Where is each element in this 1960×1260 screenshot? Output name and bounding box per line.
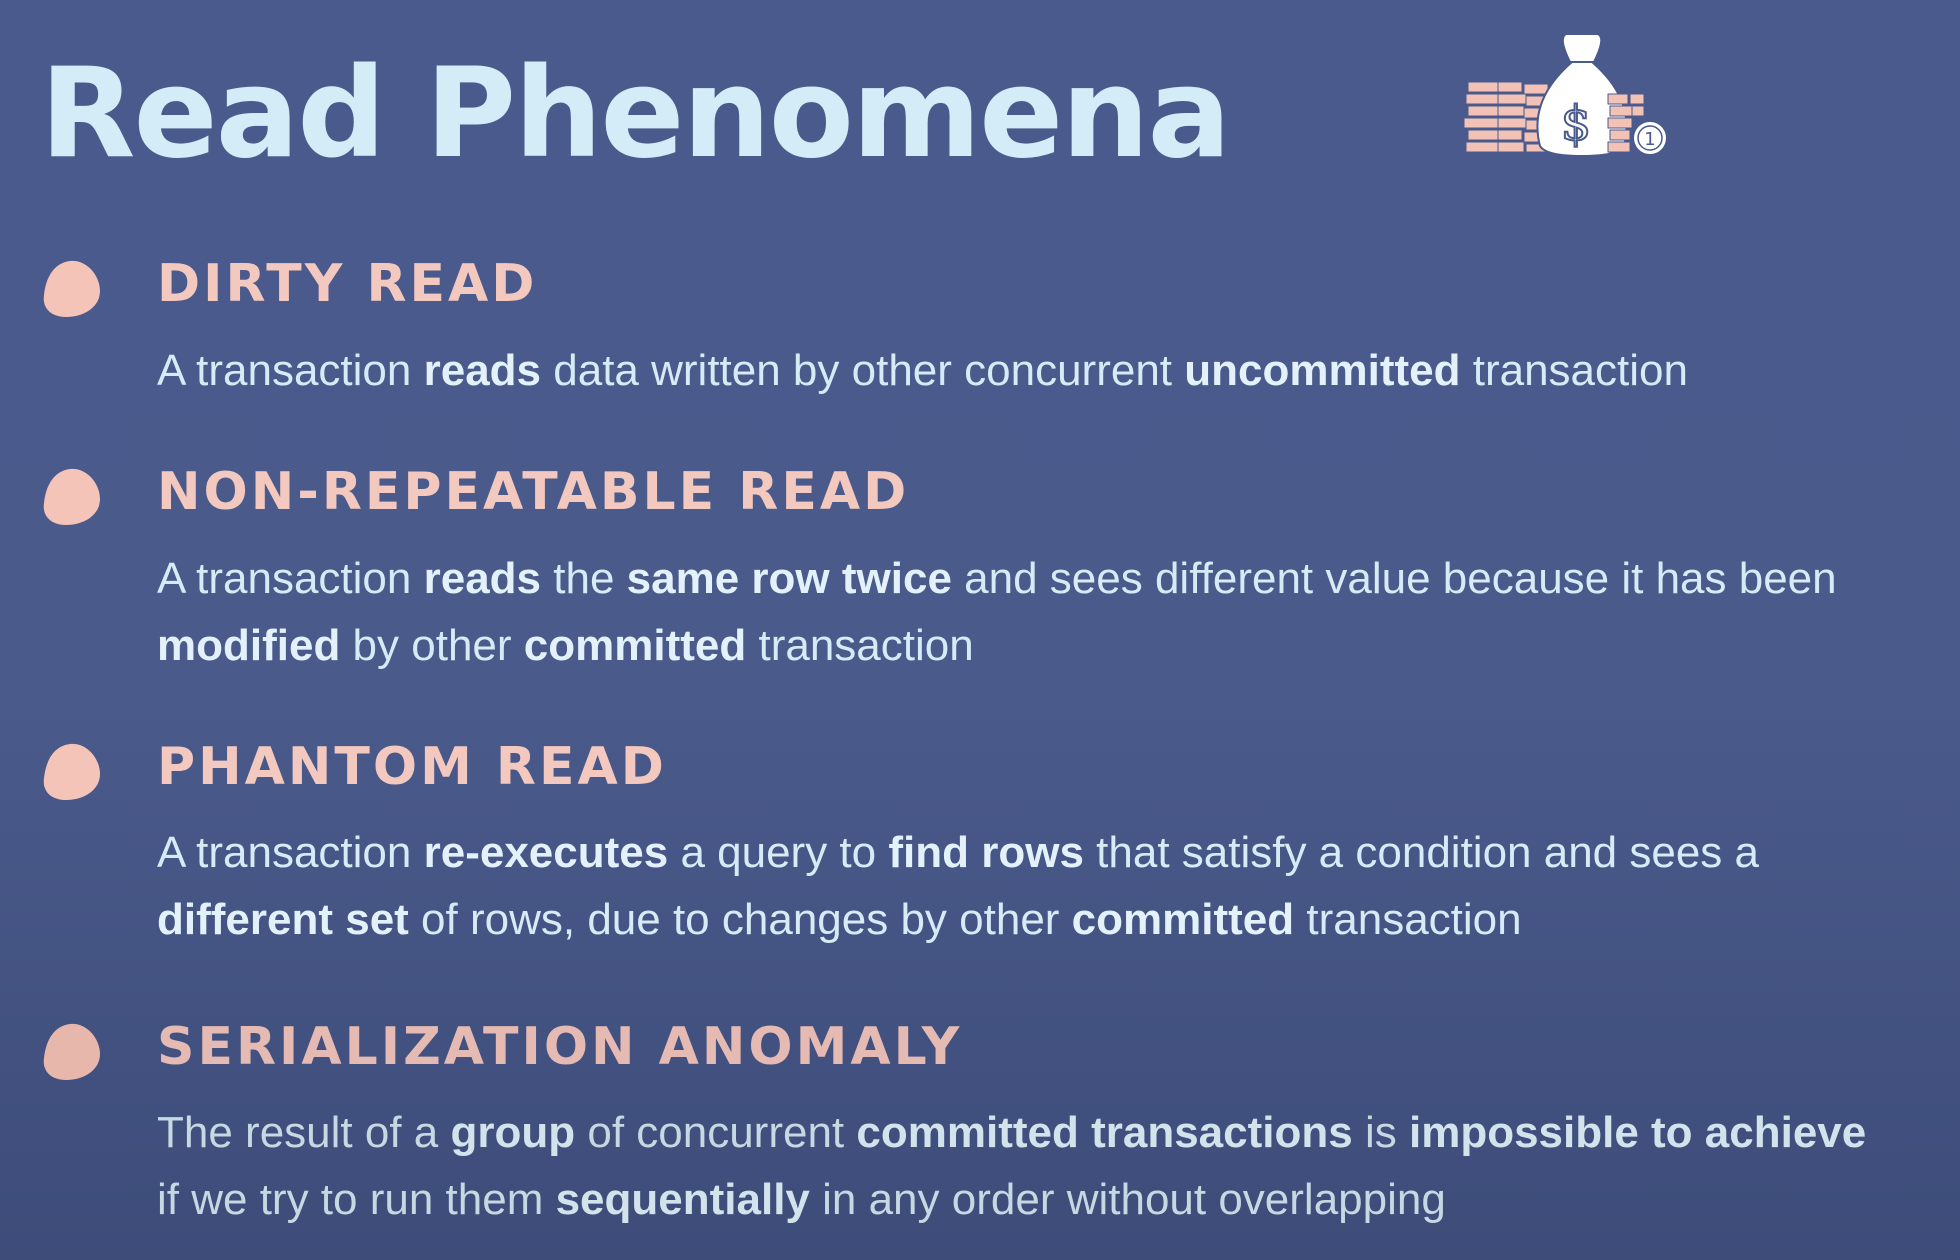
blob-bullet-icon xyxy=(43,1023,100,1080)
emphasis-text: reads xyxy=(423,554,542,603)
description-text: if we try to run them xyxy=(157,1175,556,1224)
bag-shape xyxy=(1536,33,1628,158)
slide-title: Read Phenomena xyxy=(40,42,1231,186)
item-heading: SERIALIZATION ANOMALY xyxy=(157,1017,963,1077)
item-description: A transaction reads the same row twice a… xyxy=(157,545,1897,679)
emphasis-text: uncommitted xyxy=(1184,346,1461,395)
emphasis-text: different set xyxy=(157,895,409,944)
description-text: A transaction xyxy=(157,554,424,603)
blob-bullet-icon xyxy=(43,743,100,800)
emphasis-text: re-executes xyxy=(423,828,669,877)
coin-value: 1 xyxy=(1644,129,1655,150)
item-heading: PHANTOM READ xyxy=(157,737,667,797)
blob-bullet-icon xyxy=(43,260,100,317)
description-text: by other xyxy=(340,621,524,670)
item-heading: NON-REPEATABLE READ xyxy=(157,462,910,522)
bar-stack-left xyxy=(1463,81,1549,153)
description-text: transaction xyxy=(1294,895,1522,944)
description-text: that satisfy a condition and sees a xyxy=(1083,828,1760,877)
emphasis-text: find rows xyxy=(888,828,1084,877)
description-text: in any order without overlapping xyxy=(809,1175,1446,1224)
item-heading: DIRTY READ xyxy=(157,254,538,314)
description-text: transaction xyxy=(1460,346,1688,395)
emphasis-text: impossible to achieve xyxy=(1408,1108,1867,1157)
bar-stack-right xyxy=(1607,93,1645,153)
item-description: A transaction reads data written by othe… xyxy=(157,337,1897,404)
emphasis-text: group xyxy=(450,1108,576,1157)
emphasis-text: reads xyxy=(423,346,542,395)
description-text: and sees different value because it has … xyxy=(951,554,1837,603)
emphasis-text: committed transactions xyxy=(856,1108,1353,1157)
description-text: a query to xyxy=(668,828,889,877)
emphasis-text: sequentially xyxy=(555,1175,810,1224)
emphasis-text: same row twice xyxy=(626,554,952,603)
description-text: is xyxy=(1352,1108,1409,1157)
blob-bullet-icon xyxy=(43,468,100,525)
item-description: The result of a group of concurrent comm… xyxy=(157,1099,1897,1233)
emphasis-text: modified xyxy=(157,621,341,670)
description-text: data written by other concurrent xyxy=(541,346,1185,395)
description-text: The result of a xyxy=(157,1108,451,1157)
description-text: A transaction xyxy=(157,346,424,395)
description-text: transaction xyxy=(746,621,974,670)
description-text: A transaction xyxy=(157,828,424,877)
dollar-sign: $ xyxy=(1561,96,1592,152)
description-text: of concurrent xyxy=(575,1108,857,1157)
emphasis-text: committed xyxy=(523,621,747,670)
description-text: of rows, due to changes by other xyxy=(408,895,1072,944)
money-bag-icon: $ 1 xyxy=(1463,33,1668,158)
emphasis-text: committed xyxy=(1071,895,1295,944)
description-text: the xyxy=(541,554,627,603)
item-description: A transaction re-executes a query to fin… xyxy=(157,819,1897,953)
